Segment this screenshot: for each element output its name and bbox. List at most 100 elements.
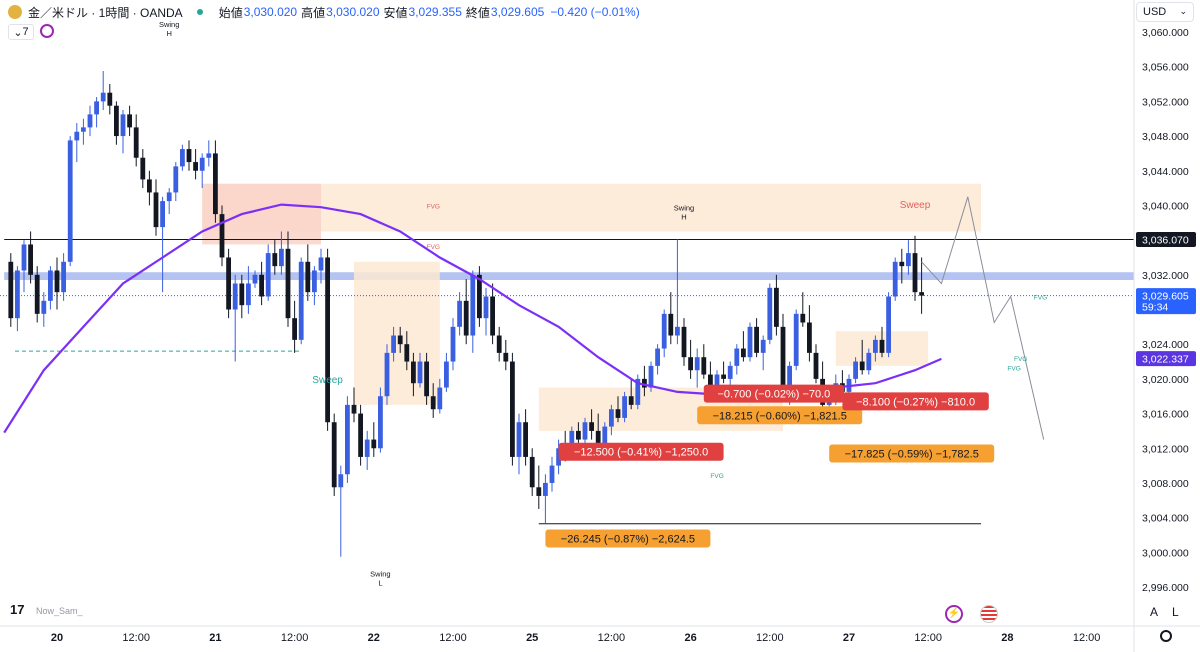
- sweep-1-label: Sweep: [312, 375, 343, 386]
- candle-body: [298, 261, 304, 340]
- candle-body: [21, 244, 27, 271]
- candle-body: [694, 357, 700, 371]
- candle-body: [615, 409, 621, 418]
- close-value: 3,029.605: [490, 5, 545, 19]
- candle-body: [133, 127, 139, 158]
- candle-body: [219, 214, 225, 258]
- open-label: 始値: [218, 5, 243, 20]
- candle-body: [919, 292, 924, 296]
- tradingview-logo[interactable]: 17: [10, 602, 25, 617]
- candle-body: [496, 335, 502, 353]
- candle-body: [364, 439, 370, 457]
- measure-label-box: [829, 444, 995, 463]
- candle-body: [543, 482, 548, 496]
- measure-label-box: [842, 392, 989, 411]
- candle-body: [457, 300, 462, 327]
- y-tick-label: 3,012.000: [1142, 443, 1189, 455]
- swing-high-1-label: Swing: [159, 20, 179, 29]
- x-tick-label: 26: [684, 632, 696, 644]
- candle-body: [232, 283, 238, 310]
- swing-low-1-label: L: [378, 579, 382, 588]
- candle-body: [516, 422, 522, 457]
- candle-body: [140, 157, 146, 180]
- x-tick-label: 21: [209, 632, 221, 644]
- candle-body: [325, 257, 330, 423]
- candle-body: [536, 487, 542, 496]
- measure-label-box: [545, 529, 711, 548]
- candle-body: [912, 253, 918, 293]
- fvg-label: FVG: [1007, 366, 1020, 373]
- us-flag-icon[interactable]: [980, 605, 998, 623]
- chevron-down-icon: ⌄: [1179, 6, 1187, 16]
- measure-label-text: −0.700 (−0.02%) −70.0: [717, 389, 830, 401]
- candle-body: [760, 339, 766, 353]
- swing-high-2-label: H: [681, 213, 686, 222]
- sweep-2-label: Sweep: [900, 200, 931, 211]
- gear-icon[interactable]: [1160, 630, 1172, 642]
- measure-label-text: −12.500 (−0.41%) −1,250.0: [574, 447, 708, 459]
- swing-high-1-label: H: [166, 29, 171, 38]
- x-tick-label: 12:00: [914, 632, 942, 644]
- candle-body: [642, 378, 647, 388]
- open-value: 3,030.020: [243, 5, 298, 19]
- candle-body: [345, 404, 350, 475]
- candle-body: [120, 114, 126, 137]
- y-tick-label: 3,040.000: [1142, 200, 1189, 212]
- x-tick-label: 12:00: [281, 632, 309, 644]
- candle-body: [747, 326, 753, 358]
- sync-icon[interactable]: [40, 24, 54, 38]
- candle-body: [173, 166, 179, 193]
- y-tick-label: 3,060.000: [1142, 27, 1189, 39]
- candle-body: [609, 409, 614, 427]
- currency-select[interactable]: USD ⌄: [1136, 2, 1194, 22]
- candle-body: [397, 335, 403, 345]
- indicator-collapse-button[interactable]: ⌄ 7: [8, 24, 34, 40]
- candle-body: [54, 270, 60, 293]
- candle-body: [727, 365, 733, 379]
- candle-body: [576, 430, 581, 440]
- y-tick-label: 3,032.000: [1142, 270, 1189, 282]
- candle-body: [655, 348, 660, 366]
- candle-body: [708, 374, 713, 388]
- candle-body: [318, 257, 324, 271]
- candle-body: [873, 339, 878, 353]
- author-watermark: Now_Sam_: [36, 606, 83, 616]
- candle-body: [338, 474, 344, 488]
- measure-label-box: [697, 406, 863, 425]
- candle-body: [780, 326, 786, 388]
- candle-body: [8, 261, 14, 319]
- candle-body: [292, 318, 297, 340]
- x-tick-label: 12:00: [1073, 632, 1101, 644]
- candle-body: [754, 326, 759, 353]
- candle-body: [107, 92, 113, 106]
- plot-area: FVGFVGFVGFVGFVGFVGSwingHSwingHSwingLLSwe…: [0, 20, 1134, 588]
- candle-body: [28, 244, 33, 275]
- auto-scale-button[interactable]: A: [1150, 605, 1159, 619]
- candle-body: [424, 361, 429, 397]
- candle-body: [94, 101, 99, 115]
- candle-body: [701, 357, 707, 375]
- measure-label: −8.100 (−0.27%) −810.0: [842, 392, 989, 411]
- y-tick-label: 3,020.000: [1142, 374, 1189, 386]
- candle-body: [523, 422, 528, 457]
- y-tick-label: 3,000.000: [1142, 547, 1189, 559]
- candle-body: [391, 335, 396, 353]
- high-label: 高値: [301, 5, 326, 20]
- candle-body: [529, 456, 535, 488]
- candle-body: [417, 361, 423, 384]
- candle-body: [622, 396, 627, 418]
- candle-body: [213, 153, 218, 215]
- measure-label: −0.700 (−0.02%) −70.0: [703, 384, 844, 403]
- candle-body: [48, 270, 53, 301]
- log-scale-button[interactable]: L: [1172, 605, 1179, 619]
- candle-body: [787, 365, 792, 388]
- fvg-label: FVG: [1034, 294, 1047, 301]
- candle-body: [688, 357, 693, 371]
- candle-body: [87, 114, 93, 128]
- measure-label: −12.500 (−0.41%) −1,250.0: [558, 442, 724, 461]
- high-value: 3,030.020: [326, 5, 380, 19]
- symbol-title[interactable]: 金／米ドル · 1時間 · OANDA: [28, 5, 183, 20]
- symbol-header: 金／米ドル · 1時間 · OANDA 始値 3,030.020 高値 3,03…: [0, 0, 1134, 24]
- lightning-icon[interactable]: ⚡: [945, 605, 963, 623]
